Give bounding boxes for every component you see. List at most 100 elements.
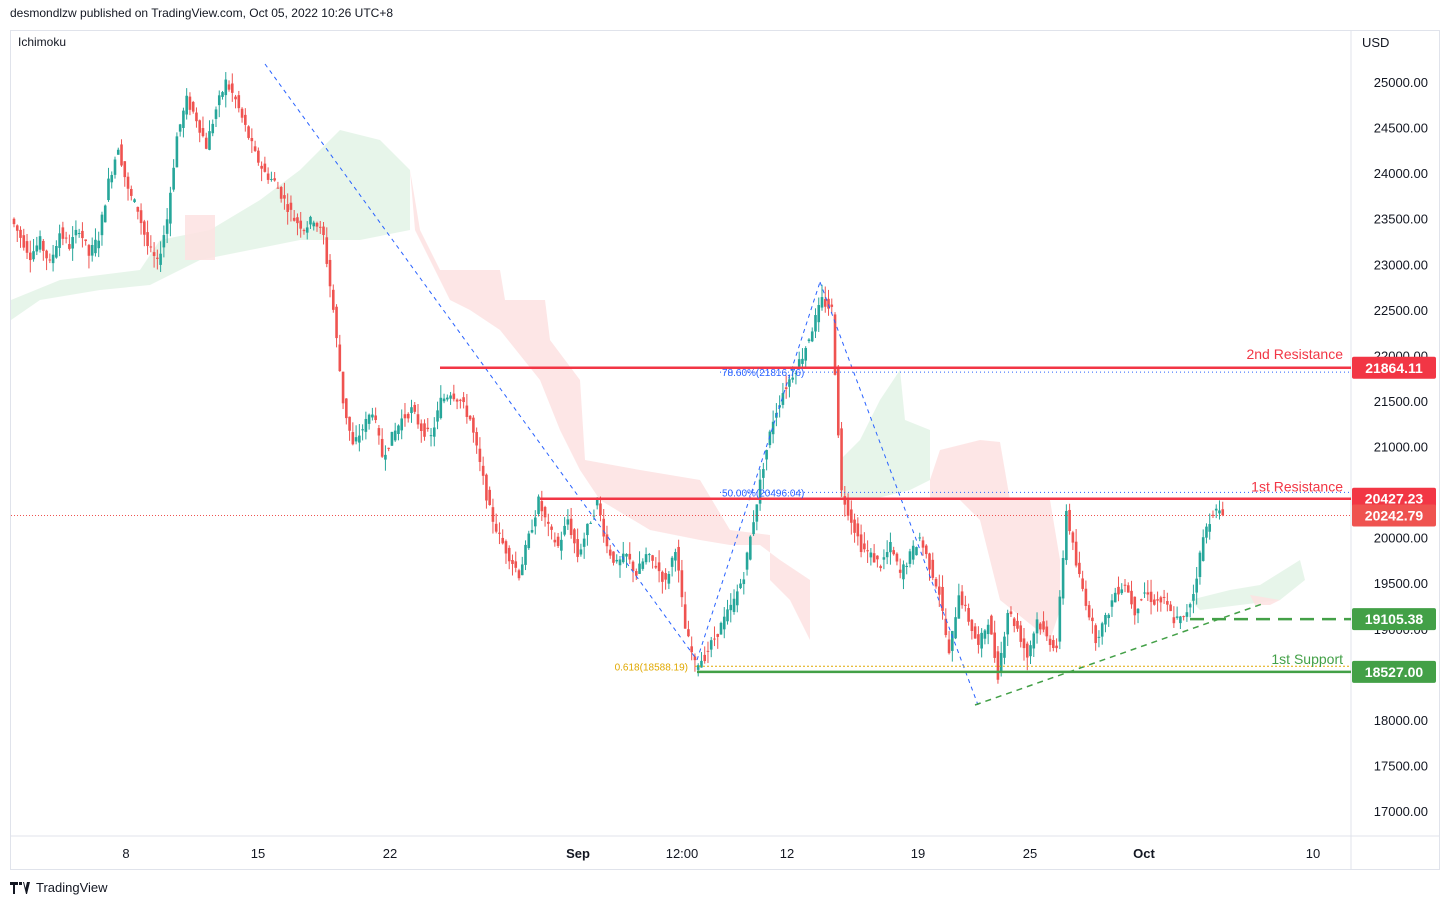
candle-body [1188, 604, 1192, 608]
candle-body [1009, 611, 1013, 615]
candle-body [123, 161, 127, 178]
candle-body [263, 163, 267, 172]
candle-body [328, 259, 332, 287]
candle-body [1130, 590, 1133, 605]
candle-body [846, 499, 850, 516]
candle-body [1003, 636, 1006, 658]
candle-body [28, 252, 32, 261]
candle-body [403, 414, 407, 419]
candle-body [608, 549, 612, 556]
candle-body [240, 108, 244, 118]
candle-body [879, 566, 882, 569]
candle-body [182, 110, 185, 128]
candle-body [1149, 591, 1153, 603]
candle-body [64, 237, 68, 239]
candle-body [247, 126, 250, 138]
candle-body [1159, 597, 1163, 603]
candle-body [208, 131, 211, 150]
candle-body [446, 397, 449, 400]
candle-body [55, 246, 58, 258]
candle-body [201, 128, 205, 137]
candle-body [644, 554, 648, 563]
candle-body [700, 660, 703, 668]
candle-body [331, 289, 335, 310]
y-tick-label: 24500.00 [1374, 121, 1428, 136]
second-resistance-badge [1352, 356, 1436, 379]
ichimoku-cloud-2 [410, 170, 810, 640]
candle-body [582, 538, 586, 547]
candle-body [648, 554, 651, 556]
candle-body [566, 519, 570, 525]
candle-body [371, 414, 374, 418]
candle-body [729, 604, 733, 611]
candle-body [485, 474, 488, 501]
candle-body [589, 522, 592, 524]
candle-body [286, 204, 289, 212]
candle-body [892, 550, 895, 555]
candle-body [159, 253, 162, 265]
candle-body [1175, 616, 1179, 618]
candle-body [146, 232, 149, 247]
candle-body [387, 447, 390, 449]
candle-body [1074, 541, 1078, 566]
candle-body [107, 178, 110, 201]
candle-body [361, 429, 364, 431]
candle-body [1071, 532, 1075, 543]
support-dashed-badge-text: 19105.38 [1365, 611, 1424, 627]
candle-body [42, 240, 45, 251]
candle-body [1078, 562, 1081, 575]
x-tick-label: 10 [1306, 846, 1320, 861]
candle-body [683, 604, 687, 629]
candle-body [1117, 586, 1120, 595]
candle-body [48, 259, 52, 261]
candle-body [478, 448, 482, 462]
candle-body [475, 432, 478, 446]
candle-body [1055, 645, 1058, 649]
candle-body [823, 299, 827, 307]
x-tick-label: 12 [780, 846, 794, 861]
candle-body [224, 79, 228, 96]
candle-body [110, 174, 114, 183]
candle-body [97, 240, 101, 249]
candle-body [850, 509, 853, 523]
candle-body [664, 573, 667, 580]
candle-body [745, 552, 749, 570]
candle-body [413, 404, 417, 412]
candle-body [801, 358, 804, 364]
candle-body [426, 427, 430, 430]
candle-body [442, 398, 446, 402]
first-resistance-badge [1352, 487, 1436, 510]
candle-body [667, 573, 671, 584]
candle-body [335, 306, 338, 339]
candle-body [732, 598, 736, 612]
candle-body [677, 546, 680, 571]
candle-body [964, 604, 967, 606]
y-tick-label: 17000.00 [1374, 804, 1428, 819]
candle-body [755, 504, 759, 522]
candle-body [1201, 537, 1205, 561]
y-tick-label: 21000.00 [1374, 440, 1428, 455]
candle-body [423, 423, 426, 437]
candle-body [289, 202, 293, 210]
candle-body [345, 398, 348, 419]
x-tick-label: 19 [911, 846, 925, 861]
candle-body [1156, 599, 1159, 601]
candle-body [1162, 596, 1166, 598]
candle-body [276, 187, 280, 189]
indicator-label: Ichimoku [18, 35, 66, 49]
candle-body [869, 552, 873, 558]
candle-body [576, 539, 579, 557]
candle-body [853, 519, 856, 533]
candle-body [393, 430, 397, 441]
candle-body [514, 561, 518, 568]
candle-body [84, 239, 87, 242]
candle-body [941, 586, 944, 611]
candle-body [895, 553, 899, 562]
candle-body [419, 423, 423, 432]
candle-body [1052, 640, 1055, 648]
candle-body [211, 123, 215, 134]
candle-body [687, 629, 690, 637]
ichimoku-cloud-6 [1250, 595, 1280, 605]
candle-body [397, 425, 400, 435]
